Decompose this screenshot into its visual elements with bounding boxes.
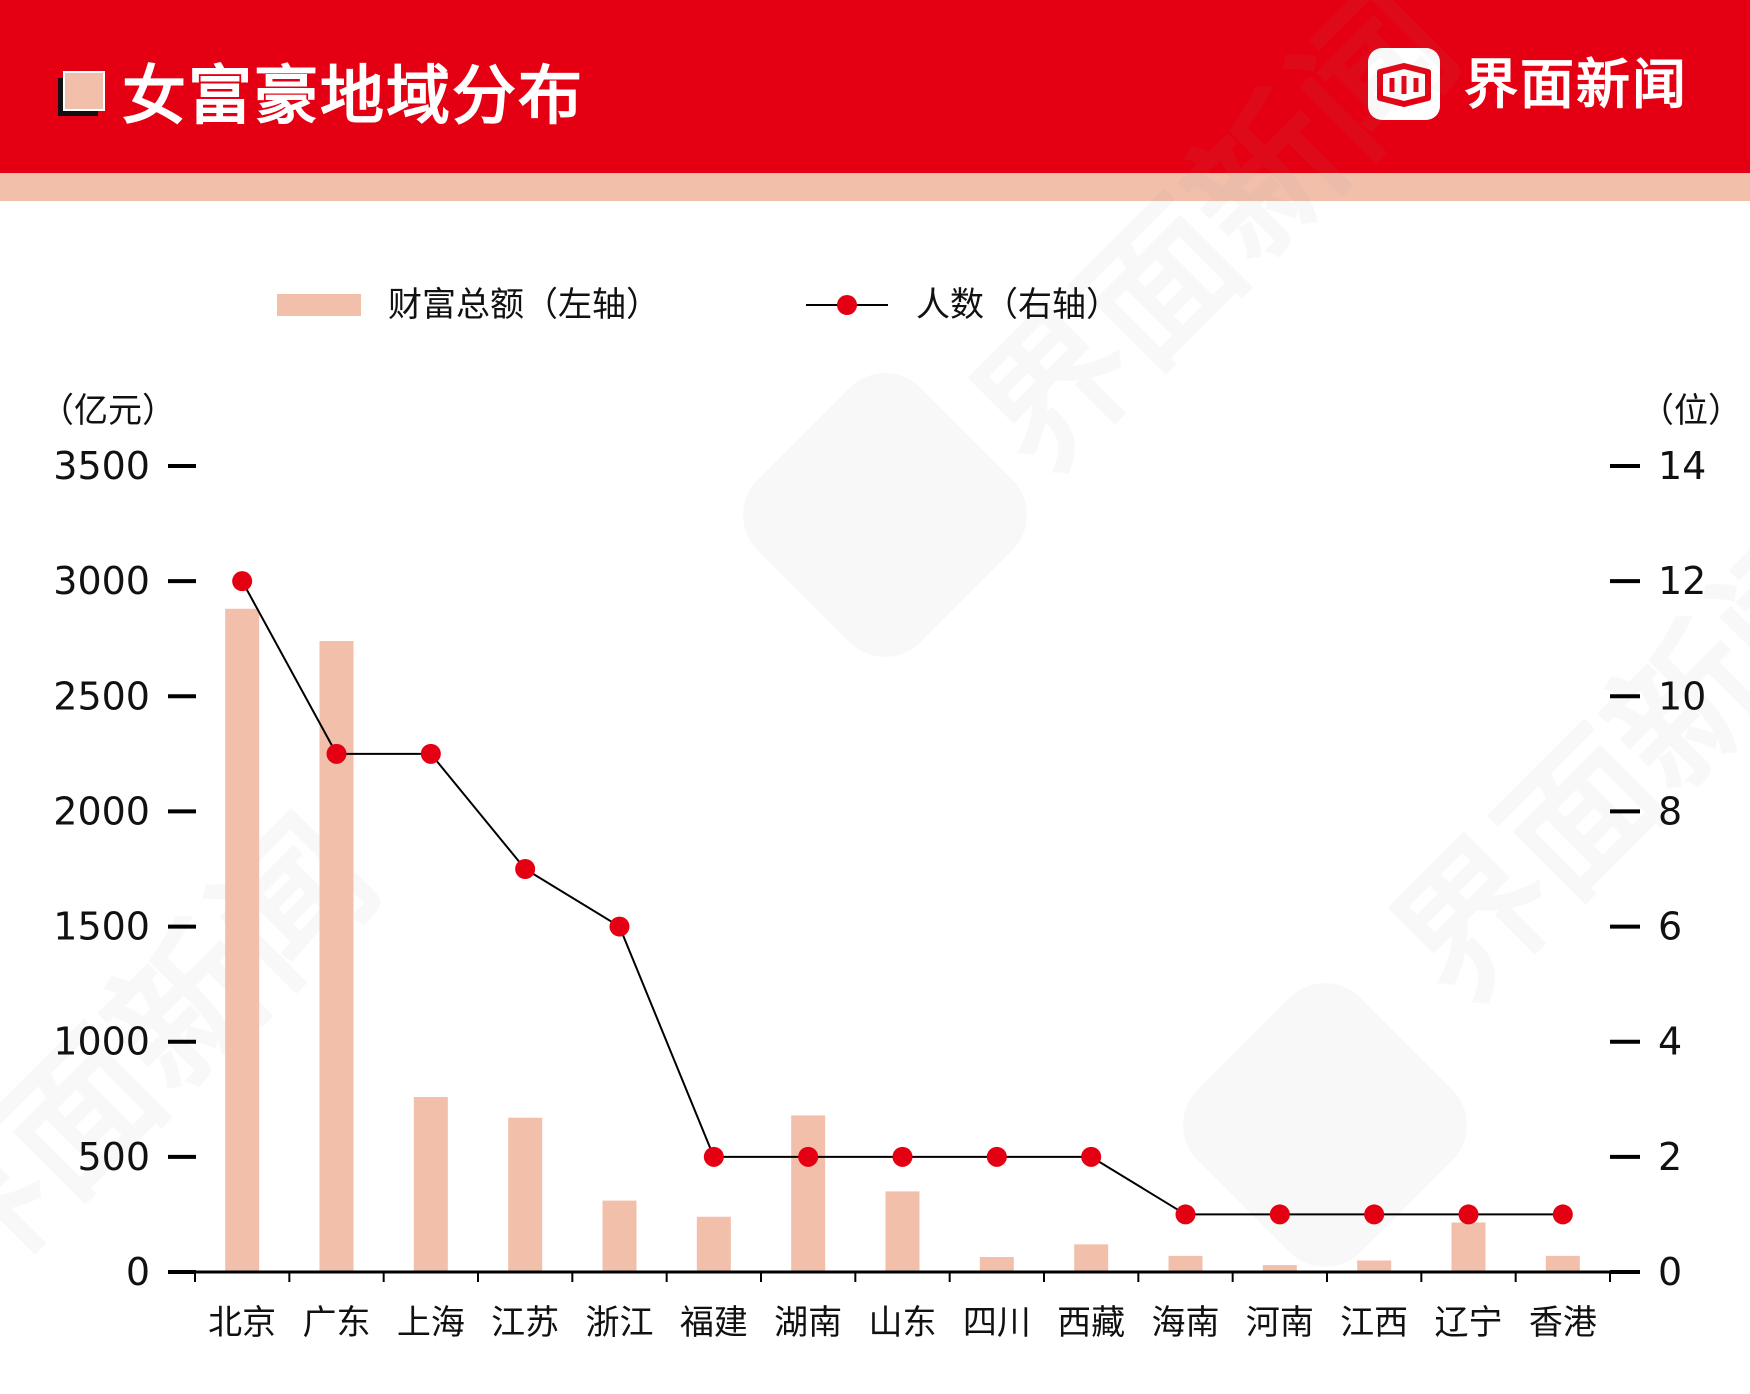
x-axis-category-label: 上海: [397, 1303, 465, 1343]
legend: 财富总额（左轴） 人数（右轴）: [277, 285, 1120, 325]
bar: [1357, 1260, 1392, 1272]
left-axis-tick-label: 2500: [53, 674, 150, 718]
bar-series: [225, 608, 1580, 1272]
line-point: [986, 1146, 1007, 1167]
bar: [1074, 1244, 1109, 1272]
line-point: [1269, 1204, 1290, 1225]
bar: [1168, 1255, 1203, 1272]
left-axis-tick-label: 3000: [53, 559, 150, 603]
header-banner: [0, 0, 1750, 173]
line-series: [232, 571, 1573, 1225]
left-axis-tick-label: 500: [77, 1135, 150, 1179]
left-axis-tick-label: 3500: [53, 444, 150, 488]
bar: [602, 1200, 637, 1272]
right-axis-tick-label: 2: [1658, 1135, 1682, 1179]
line-point: [232, 571, 253, 592]
line-point: [1364, 1204, 1385, 1225]
bar: [885, 1191, 920, 1272]
line-point: [609, 916, 630, 937]
x-axis: 北京 广东 上海 江苏 浙江 福建 湖南 山东 四川 西藏 海南 河南 江西 辽宁 香港: [194, 1270, 1611, 1343]
x-axis-category-label: 香港: [1529, 1303, 1597, 1343]
right-axis-tick-label: 6: [1658, 905, 1682, 949]
right-axis-tick-label: 0: [1658, 1250, 1682, 1294]
bar: [1451, 1222, 1486, 1272]
x-axis-category-label: 北京: [208, 1303, 276, 1343]
line-point: [326, 743, 347, 764]
x-axis-category-label: 河南: [1246, 1303, 1314, 1343]
x-axis-category-label: 海南: [1152, 1303, 1220, 1343]
page-title: 女富豪地域分布: [122, 60, 584, 134]
line-point: [892, 1146, 913, 1167]
bar: [1545, 1255, 1580, 1272]
right-axis-tick-label: 12: [1658, 559, 1706, 603]
bar: [979, 1257, 1014, 1272]
x-axis-category-label: 江苏: [491, 1303, 559, 1343]
bar: [1262, 1265, 1297, 1272]
line-point: [703, 1146, 724, 1167]
brand-name: 界面新闻: [1464, 53, 1688, 116]
x-axis-category-label: 西藏: [1057, 1303, 1125, 1343]
right-axis-ticks: 0 2 4 6 8 10 12 14: [1610, 444, 1706, 1294]
x-axis-category-label: 湖南: [774, 1303, 842, 1343]
legend-bar-swatch: [277, 294, 361, 316]
right-axis-tick-label: 14: [1658, 444, 1706, 488]
left-axis-unit: （亿元）: [40, 391, 176, 431]
right-axis-tick-label: 8: [1658, 789, 1682, 833]
bar: [319, 641, 354, 1272]
x-axis-category-label: 广东: [303, 1303, 371, 1343]
right-axis-tick-label: 4: [1658, 1020, 1682, 1064]
x-axis-category-label: 辽宁: [1435, 1303, 1503, 1343]
bar: [696, 1216, 731, 1272]
header-accent-stripe: [0, 173, 1750, 201]
bar: [413, 1096, 448, 1272]
left-axis-ticks: 0 500 1000 1500 2000 2500 3000 3500: [53, 444, 196, 1294]
left-axis-tick-label: 2000: [53, 789, 150, 833]
left-axis-tick-label: 1000: [53, 1020, 150, 1064]
right-axis-unit: （位）: [1640, 391, 1742, 431]
line-point: [798, 1146, 819, 1167]
bar: [225, 608, 260, 1272]
bar: [508, 1117, 543, 1272]
line-point: [1552, 1204, 1573, 1225]
legend-line-marker: [837, 295, 857, 315]
x-axis-category-label: 山东: [869, 1303, 937, 1343]
x-axis-category-label: 浙江: [586, 1303, 654, 1343]
left-axis-tick-label: 1500: [53, 905, 150, 949]
line-point: [1458, 1204, 1479, 1225]
legend-bar-label: 财富总额（左轴）: [388, 285, 660, 325]
left-axis-tick-label: 0: [126, 1250, 150, 1294]
x-axis-category-label: 江西: [1340, 1303, 1408, 1343]
brand-logo-icon: [1368, 48, 1440, 120]
x-axis-category-label: 福建: [680, 1303, 748, 1343]
line-point: [1175, 1204, 1196, 1225]
bar: [791, 1115, 826, 1272]
line-point: [515, 859, 536, 879]
legend-line-label: 人数（右轴）: [916, 285, 1120, 325]
line-point: [420, 743, 441, 764]
title-square-icon: [58, 71, 105, 116]
x-axis-category-label: 四川: [963, 1303, 1031, 1343]
right-axis-tick-label: 10: [1658, 674, 1706, 718]
line-point: [1081, 1146, 1102, 1167]
